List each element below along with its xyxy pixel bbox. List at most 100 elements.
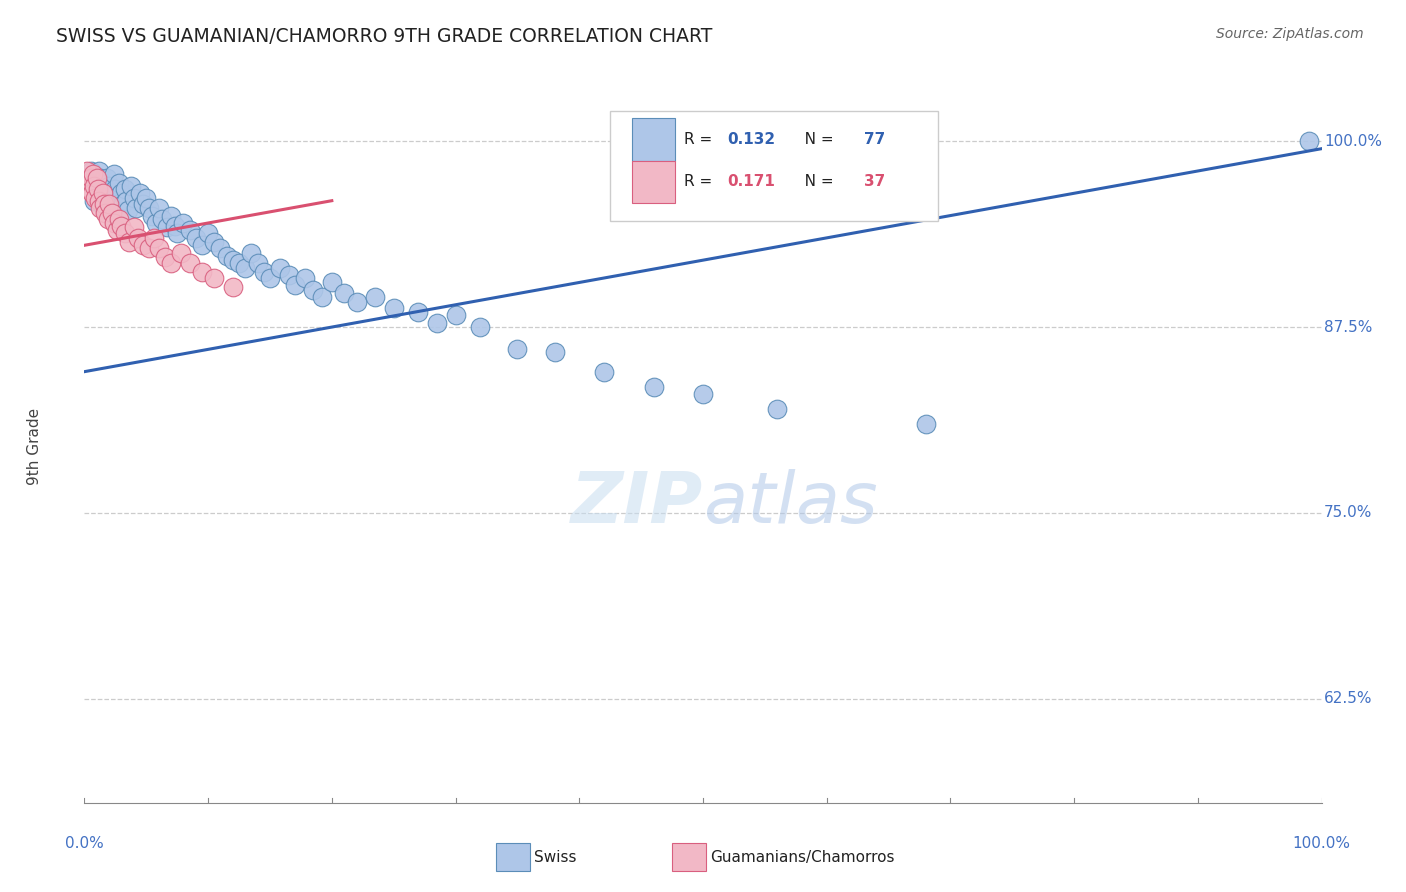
Point [98, 194, 121, 208]
Point [82, 167, 104, 181]
Point [117, 202, 139, 217]
Point [125, 201, 148, 215]
Point [103, 216, 125, 230]
Point [104, 182, 127, 196]
Point [135, 191, 157, 205]
Text: R =: R = [685, 132, 717, 146]
Point [269, 260, 291, 275]
Text: 100.0%: 100.0% [1324, 134, 1382, 149]
FancyBboxPatch shape [633, 119, 675, 161]
Point [86, 176, 108, 190]
Point [83, 194, 105, 208]
Point [142, 231, 165, 245]
Point [103, 167, 125, 181]
Point [110, 186, 132, 201]
Point [1298, 134, 1320, 148]
Text: atlas: atlas [703, 468, 877, 538]
Point [253, 265, 276, 279]
Point [89, 171, 111, 186]
Point [160, 256, 183, 270]
Point [84, 191, 107, 205]
Point [191, 265, 214, 279]
Point [643, 379, 665, 393]
Text: R =: R = [685, 175, 717, 189]
Text: SWISS VS GUAMANIAN/CHAMORRO 9TH GRADE CORRELATION CHART: SWISS VS GUAMANIAN/CHAMORRO 9TH GRADE CO… [56, 27, 713, 45]
Point [122, 220, 145, 235]
Point [79, 182, 101, 196]
Point [543, 345, 565, 359]
Point [346, 294, 368, 309]
Text: 62.5%: 62.5% [1324, 691, 1372, 706]
Point [118, 235, 141, 250]
Point [766, 401, 789, 416]
Point [87, 182, 110, 196]
Text: Source: ZipAtlas.com: Source: ZipAtlas.com [1216, 27, 1364, 41]
Point [179, 223, 201, 237]
Point [284, 278, 307, 293]
Point [444, 308, 467, 322]
Point [115, 194, 138, 208]
Point [105, 223, 128, 237]
Point [506, 343, 529, 357]
Point [240, 245, 263, 260]
Point [914, 417, 936, 431]
Point [105, 196, 128, 211]
Point [82, 178, 104, 193]
Point [127, 231, 149, 245]
Point [382, 301, 405, 315]
Point [90, 182, 112, 196]
Text: 0.0%: 0.0% [65, 836, 104, 850]
Point [202, 235, 225, 250]
Point [170, 245, 193, 260]
Point [228, 256, 250, 270]
Point [692, 387, 714, 401]
Text: 100.0%: 100.0% [1292, 836, 1351, 850]
Point [98, 178, 121, 193]
Point [108, 176, 131, 190]
Point [215, 249, 238, 263]
Point [120, 178, 142, 193]
Text: Swiss: Swiss [534, 850, 576, 864]
Point [91, 191, 114, 205]
FancyBboxPatch shape [633, 161, 675, 203]
Point [79, 171, 101, 186]
Point [110, 219, 132, 233]
Point [96, 171, 118, 186]
Point [148, 241, 170, 255]
Point [246, 256, 269, 270]
Point [209, 241, 232, 255]
Point [426, 316, 449, 330]
Point [89, 201, 111, 215]
Point [172, 216, 194, 230]
Text: N =: N = [790, 175, 838, 189]
Point [593, 365, 616, 379]
Point [222, 280, 245, 294]
Point [93, 201, 115, 215]
Point [470, 320, 492, 334]
Text: 87.5%: 87.5% [1324, 319, 1372, 334]
Point [114, 227, 136, 241]
Point [100, 209, 122, 223]
Point [129, 186, 152, 201]
Point [114, 182, 136, 196]
FancyBboxPatch shape [610, 111, 938, 221]
Text: 0.171: 0.171 [728, 175, 776, 189]
Point [138, 201, 160, 215]
Text: 77: 77 [863, 132, 886, 146]
Point [94, 205, 117, 219]
Point [111, 196, 134, 211]
Text: N =: N = [790, 132, 838, 146]
Point [163, 219, 186, 233]
Point [233, 260, 256, 275]
Point [277, 268, 299, 282]
Point [76, 164, 98, 178]
Point [86, 171, 108, 186]
Point [197, 227, 219, 241]
Point [86, 186, 108, 201]
Point [108, 211, 131, 226]
Point [153, 250, 176, 264]
Point [79, 164, 101, 178]
Point [97, 186, 120, 201]
Point [131, 238, 153, 252]
Point [98, 196, 121, 211]
